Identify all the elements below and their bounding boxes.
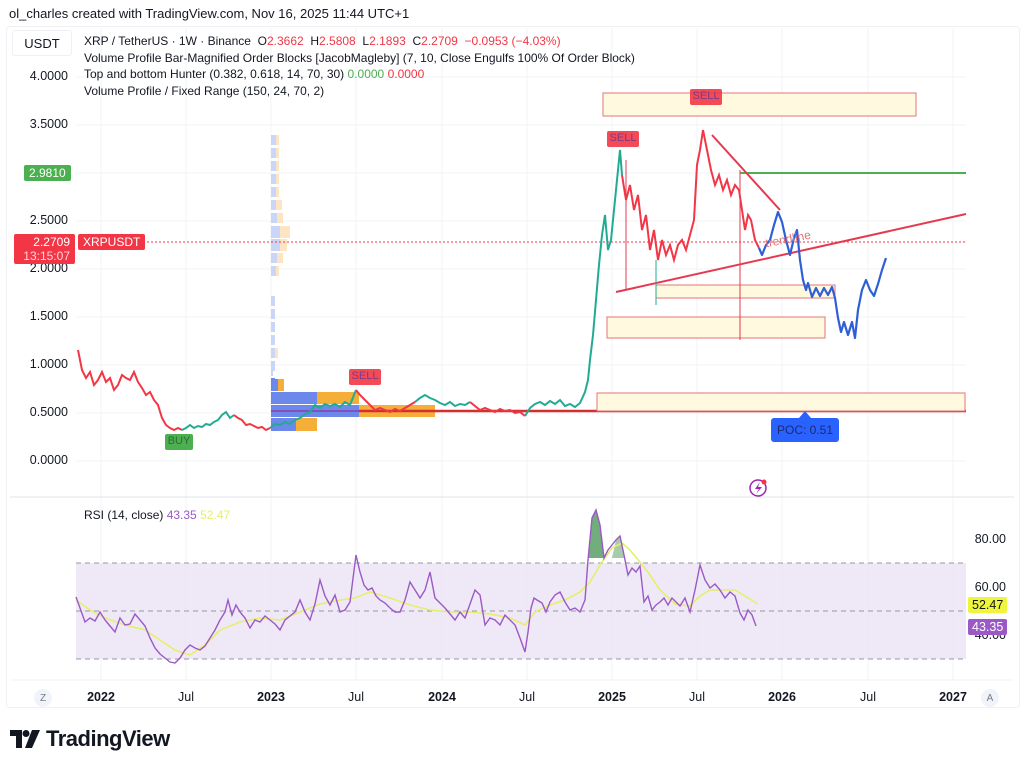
ohlc-close: 2.2709 bbox=[421, 34, 458, 48]
price-axis-label: 1.0000 bbox=[29, 357, 68, 371]
sell-signal: SELL bbox=[609, 132, 637, 144]
time-axis-label: 2024 bbox=[428, 690, 456, 704]
buy-signal: BUY bbox=[167, 435, 191, 447]
rsi-line bbox=[75, 508, 757, 664]
last-price-tag: 2.2709 13:15:07 bbox=[14, 234, 75, 264]
chart-frame bbox=[6, 26, 1020, 708]
ohlc-high: 2.5808 bbox=[319, 34, 356, 48]
bar-countdown: 13:15:07 bbox=[23, 249, 70, 263]
currency-button[interactable]: USDT bbox=[12, 30, 72, 56]
symbol-title[interactable]: XRP / TetherUS · 1W · Binance bbox=[84, 34, 251, 48]
descending-trendline bbox=[711, 134, 781, 211]
poc-label: POC: 0.51 bbox=[771, 418, 839, 442]
rsi-ma-tag: 52.47 bbox=[968, 597, 1008, 613]
ohlc-open: 2.3662 bbox=[266, 34, 304, 48]
ohlc-change: −0.0953 (−4.03%) bbox=[464, 34, 561, 48]
time-axis-label: Jul bbox=[860, 690, 876, 704]
chart-legend: XRP / TetherUS · 1W · Binance O2.3662 H2… bbox=[84, 33, 635, 99]
supply-zone-top bbox=[602, 92, 917, 117]
rsi-value-tag: 43.35 bbox=[968, 619, 1008, 635]
chart-credit: ol_charles created with TradingView.com,… bbox=[9, 6, 410, 21]
indicator-volume-profile[interactable]: Volume Profile / Fixed Range (150, 24, 7… bbox=[84, 83, 325, 98]
time-axis-label: 2025 bbox=[598, 690, 626, 704]
rsi-ma-value: 52.47 bbox=[200, 508, 231, 522]
price-axis-label: 4.0000 bbox=[29, 69, 68, 83]
time-axis-label: 2026 bbox=[768, 690, 796, 704]
price-candles bbox=[77, 129, 760, 432]
time-axis-label: Jul bbox=[178, 690, 194, 704]
rsi-axis-label: 60.00 bbox=[974, 580, 1006, 594]
rsi-value: 43.35 bbox=[166, 508, 197, 522]
rsi-ma-line bbox=[75, 542, 759, 656]
time-axis-label: 2023 bbox=[257, 690, 285, 704]
indicator-top-bottom-hunter[interactable]: Top and bottom Hunter (0.382, 0.618, 14,… bbox=[84, 67, 425, 81]
price-axis-label: 2.5000 bbox=[29, 213, 68, 227]
green-level-tag: 2.9810 bbox=[24, 165, 71, 181]
ohlc-low: 2.1893 bbox=[369, 34, 406, 48]
demand-zone-mid bbox=[606, 316, 826, 339]
lightning-alert-icon[interactable] bbox=[749, 479, 767, 497]
symbol-tag: XRPUSDT bbox=[78, 234, 146, 250]
time-axis-label: Jul bbox=[689, 690, 705, 704]
demand-zone-low bbox=[596, 392, 966, 412]
rsi-legend[interactable]: RSI (14, close) 43.35 52.47 bbox=[84, 508, 231, 522]
price-axis-label: 0.5000 bbox=[29, 405, 68, 419]
time-axis-label: 2022 bbox=[87, 690, 115, 704]
tradingview-logo-icon bbox=[10, 730, 40, 748]
forecast-path bbox=[757, 210, 888, 340]
price-axis-label: 3.5000 bbox=[29, 117, 68, 131]
rsi-axis-label: 80.00 bbox=[974, 532, 1006, 546]
symbol-line: XRP / TetherUS · 1W · Binance O2.3662 H2… bbox=[84, 34, 561, 48]
volume-profile-histogram bbox=[271, 135, 435, 431]
price-axis-label: 2.0000 bbox=[29, 261, 68, 275]
time-axis-label: 2027 bbox=[939, 690, 967, 704]
indicator-order-blocks[interactable]: Volume Profile Bar-Magnified Order Block… bbox=[84, 50, 635, 65]
time-axis-label: Jul bbox=[519, 690, 535, 704]
zoom-button[interactable]: Z bbox=[34, 689, 52, 707]
time-axis-label: Jul bbox=[348, 690, 364, 704]
sell-signal: SELL bbox=[692, 90, 720, 102]
price-axis-label: 1.5000 bbox=[29, 309, 68, 323]
signal-labels bbox=[165, 89, 722, 450]
tradingview-logo: TradingView bbox=[10, 726, 170, 752]
brand-name: TradingView bbox=[46, 726, 170, 751]
sell-signal: SELL bbox=[351, 370, 379, 382]
price-axis-label: 0.0000 bbox=[29, 453, 68, 467]
auto-scale-button[interactable]: A bbox=[981, 689, 999, 707]
